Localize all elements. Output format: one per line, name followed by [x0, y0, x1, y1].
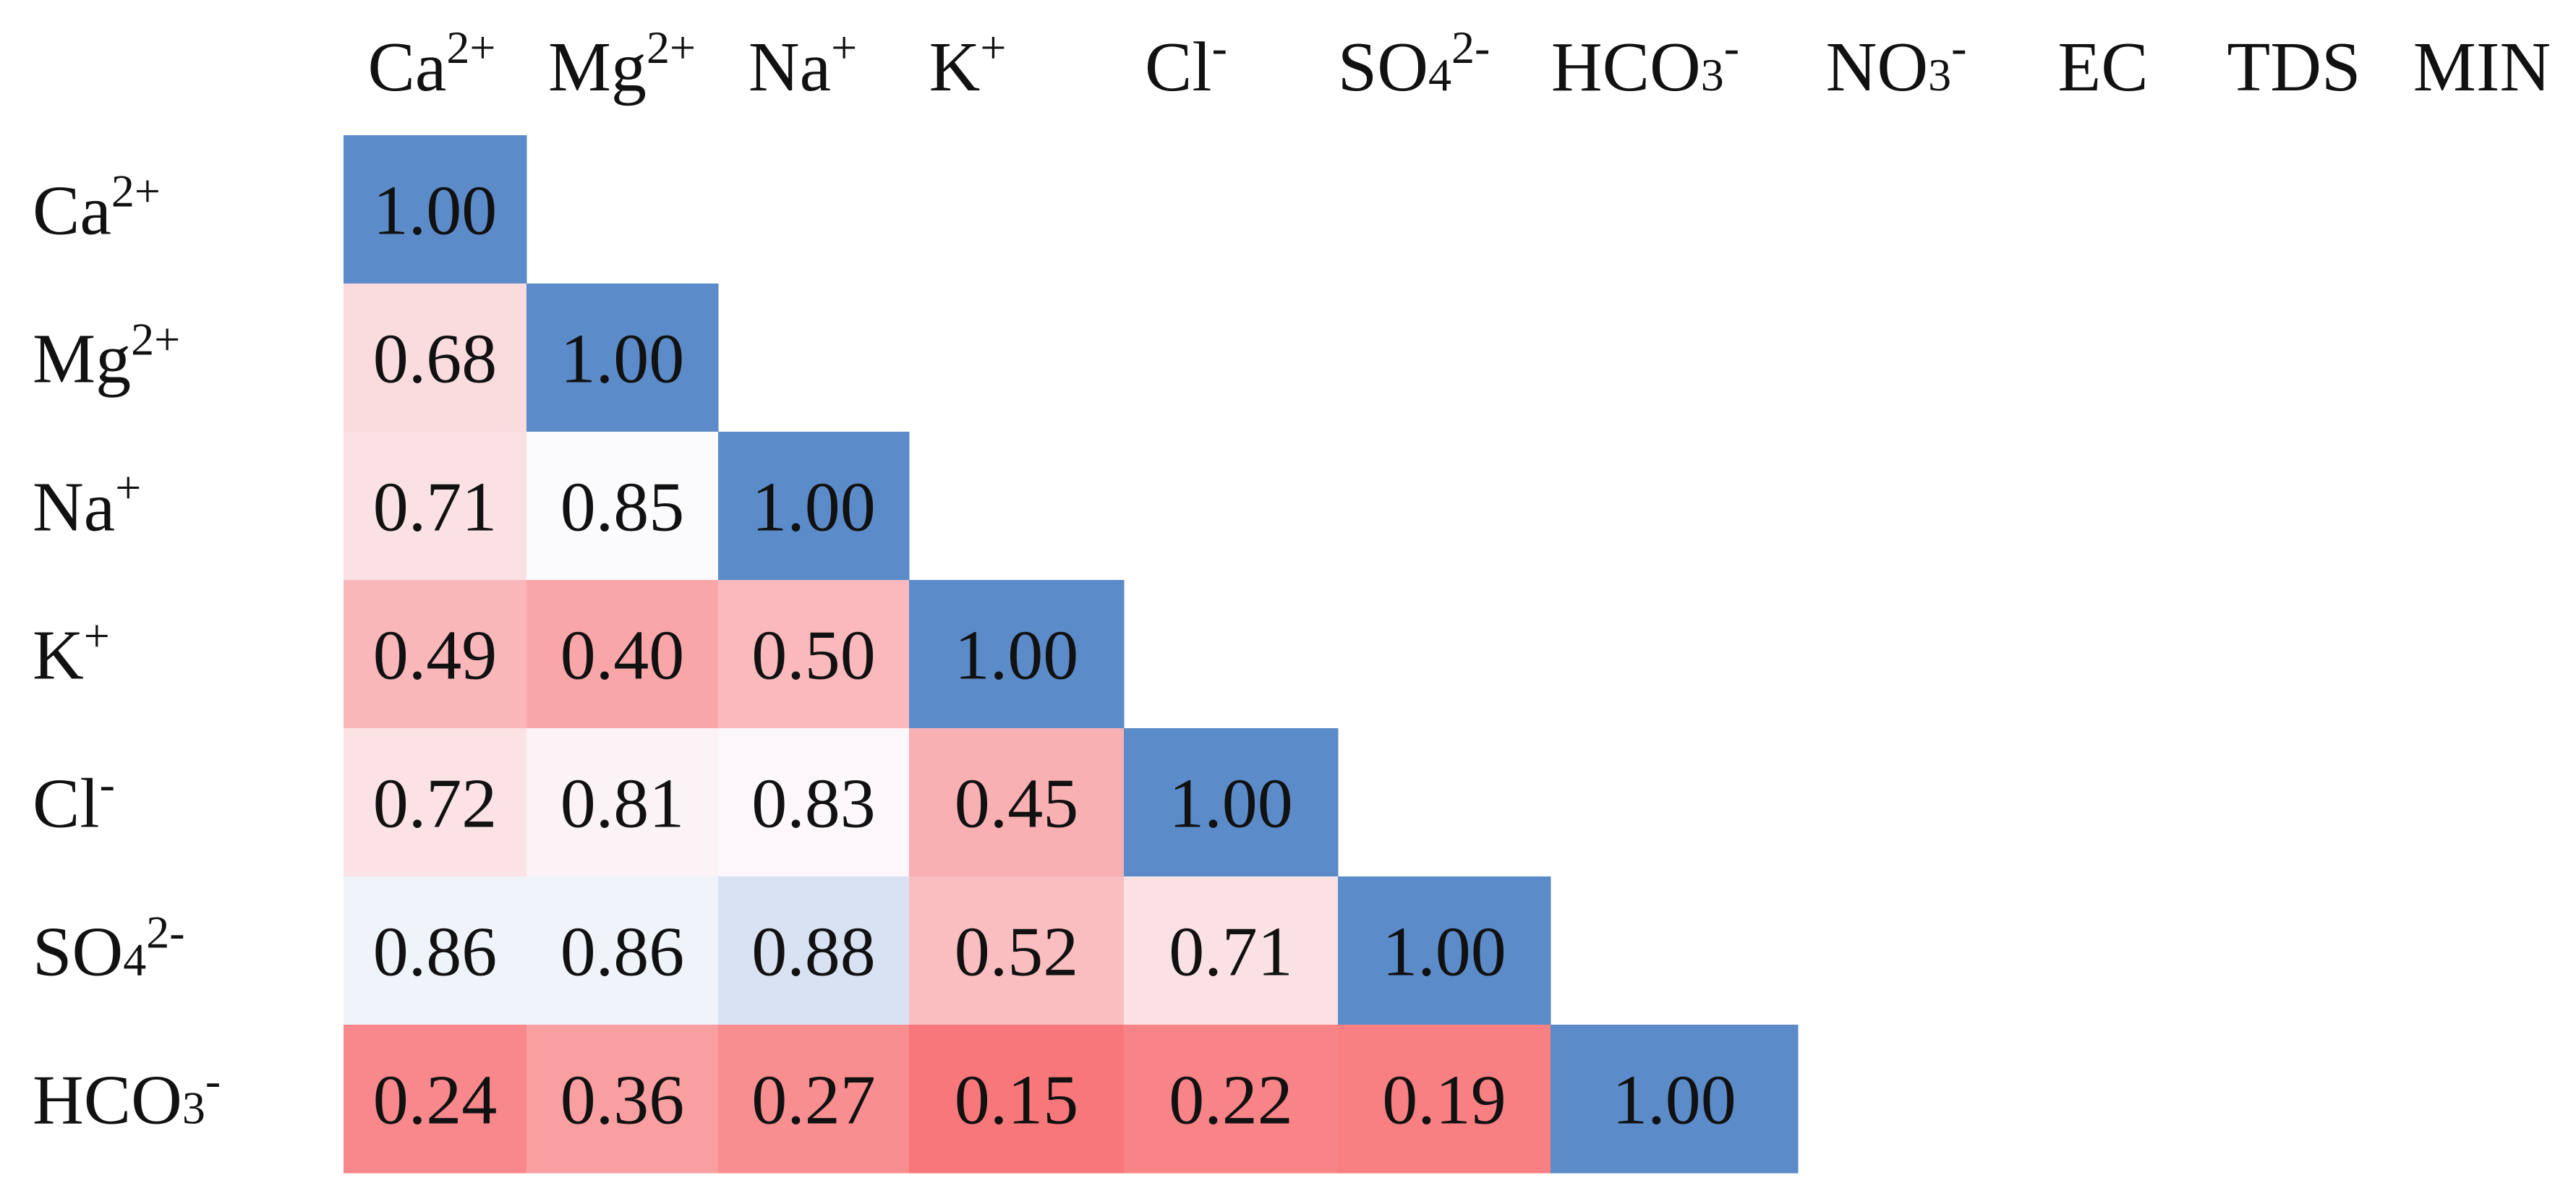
- row-label: Ca2+: [33, 166, 161, 250]
- cell-value-label: 0.72: [373, 765, 498, 843]
- cell-value-label: 0.27: [751, 1062, 876, 1140]
- cell-value-label: 0.36: [560, 1062, 685, 1140]
- heatmap-cell-labels: 1.00 0.68 1.00 0.71 0.85 1.00 0.49 0.40 0.50 1.00…: [373, 172, 1736, 1140]
- heatmap-cell: [1124, 728, 1339, 877]
- heatmap-cell: [1338, 876, 1551, 1025]
- row-labels: Ca2+ Mg2+ Na+ K+ Cl- SO42- HCO3-: [33, 166, 221, 1140]
- heatmap-cell: [526, 580, 719, 729]
- cell-value-label: 0.49: [373, 617, 498, 695]
- cell-value-label: 0.71: [373, 469, 498, 547]
- cell-value-label: 0.88: [751, 913, 876, 991]
- cell-value-label: 0.68: [373, 320, 498, 398]
- cell-value-label: 0.71: [1169, 913, 1293, 991]
- heatmap-cell: [344, 135, 527, 284]
- row-label: Mg2+: [33, 314, 180, 398]
- row-label: SO42-: [33, 907, 185, 991]
- heatmap-cell: [526, 876, 719, 1025]
- heatmap-cell: [718, 1025, 910, 1174]
- column-label: K+: [929, 22, 1007, 106]
- heatmap-cell: [344, 728, 527, 877]
- heatmap-cell: [344, 283, 527, 432]
- row-label: HCO3-: [33, 1055, 221, 1140]
- column-label: Mg2+: [548, 22, 696, 106]
- heatmap-cell: [526, 283, 719, 432]
- cell-value-label: 0.19: [1382, 1062, 1506, 1140]
- heatmap-cell: [526, 1025, 719, 1174]
- heatmap-cell: [1551, 1025, 1799, 1174]
- heatmap-cell: [1338, 1025, 1551, 1174]
- cell-value-label: 0.40: [560, 617, 685, 695]
- heatmap-cell: [344, 580, 527, 729]
- column-label: SO42-: [1338, 22, 1490, 106]
- column-label: Na+: [749, 22, 857, 106]
- heatmap-cell: [718, 876, 910, 1025]
- cell-value-label: 1.00: [955, 617, 1079, 695]
- heatmap-cell: [526, 728, 719, 877]
- heatmap-cell: [718, 432, 910, 581]
- column-label: EC: [2057, 28, 2148, 106]
- column-label: Cl-: [1145, 22, 1227, 106]
- cell-value-label: 1.00: [1612, 1062, 1736, 1140]
- row-label: Na+: [33, 462, 141, 547]
- heatmap-cells: [344, 135, 1799, 1174]
- column-label: Ca2+: [368, 22, 496, 106]
- cell-value-label: 0.15: [955, 1062, 1079, 1140]
- heatmap-cell: [1124, 876, 1339, 1025]
- heatmap-cell: [718, 580, 910, 729]
- heatmap-cell: [718, 728, 910, 877]
- column-label: NO3-: [1826, 22, 1967, 106]
- cell-value-label: 1.00: [373, 172, 498, 250]
- heatmap-cell: [344, 432, 527, 581]
- cell-value-label: 1.00: [560, 320, 685, 398]
- column-label: TDS: [2227, 28, 2360, 106]
- heatmap-cell: [344, 876, 527, 1025]
- cell-value-label: 0.45: [955, 765, 1079, 843]
- cell-value-label: 0.24: [373, 1062, 498, 1140]
- cell-value-label: 0.22: [1169, 1062, 1293, 1140]
- cell-value-label: 0.81: [560, 765, 685, 843]
- heatmap-cell: [909, 580, 1125, 729]
- heatmap-cell: [909, 728, 1125, 877]
- cell-value-label: 1.00: [1169, 765, 1293, 843]
- row-label: Cl-: [33, 759, 115, 843]
- column-labels: Ca2+ Mg2+ Na+ K+ Cl- SO42- HCO3- NO3- EC TDS MIN: [368, 22, 2551, 106]
- cell-value-label: 0.52: [955, 913, 1079, 991]
- cell-value-label: 0.50: [751, 617, 876, 695]
- cell-value-label: 0.85: [560, 469, 685, 547]
- heatmap-cell: [909, 1025, 1125, 1174]
- column-label: MIN: [2413, 28, 2551, 106]
- cell-value-label: 0.86: [560, 913, 685, 991]
- column-label: HCO3-: [1551, 22, 1739, 106]
- cell-value-label: 0.83: [751, 765, 876, 843]
- cell-value-label: 1.00: [751, 469, 876, 547]
- heatmap-cell: [909, 876, 1125, 1025]
- heatmap-cell: [1124, 1025, 1339, 1174]
- cell-value-label: 0.86: [373, 913, 498, 991]
- heatmap-cell: [344, 1025, 527, 1174]
- cell-value-label: 1.00: [1382, 913, 1506, 991]
- row-label: K+: [33, 610, 110, 695]
- heatmap-cell: [526, 432, 719, 581]
